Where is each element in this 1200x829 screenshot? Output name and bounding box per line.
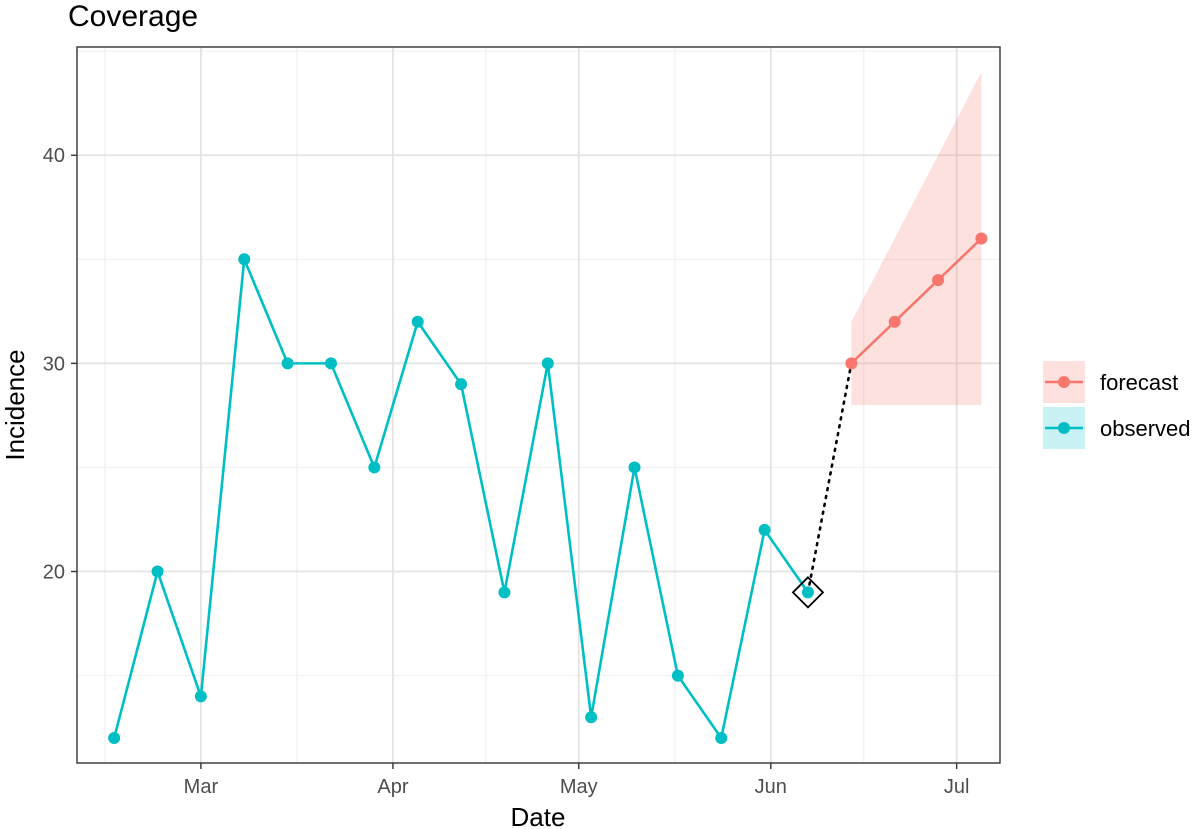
legend-label-observed: observed: [1100, 416, 1191, 441]
observed-point: [801, 586, 814, 599]
observed-point: [151, 565, 164, 578]
x-tick-label: Jul: [944, 776, 970, 798]
legend: forecast observed: [1043, 361, 1191, 449]
forecast-point: [932, 274, 945, 287]
legend-item-observed: observed: [1043, 407, 1191, 449]
plot-panel-border: [76, 46, 1001, 764]
series-points-layer: [108, 232, 988, 745]
observed-point: [455, 378, 468, 391]
observed-point: [238, 253, 251, 266]
minor-gridlines: [77, 47, 1000, 763]
x-tick-label: Mar: [184, 776, 219, 798]
legend-label-forecast: forecast: [1100, 370, 1178, 395]
forecast-connector-line: [806, 362, 853, 594]
legend-point-observed: [1058, 422, 1070, 434]
chart-title: Coverage: [68, 0, 198, 33]
observed-point: [368, 461, 381, 474]
forecast-interval-ribbon: [851, 71, 982, 405]
observed-point: [715, 732, 728, 745]
y-axis: 20 30 40: [43, 145, 77, 584]
observed-point: [585, 711, 598, 724]
observed-point: [758, 523, 771, 536]
observed-point: [324, 357, 337, 370]
observed-point: [671, 669, 684, 682]
observed-point: [108, 732, 121, 745]
observed-point: [411, 315, 424, 328]
forecast-origin-diamond-marker: [791, 576, 825, 609]
observed-point: [498, 586, 511, 599]
forecast-point: [975, 232, 988, 245]
legend-item-forecast: forecast: [1043, 361, 1178, 403]
x-tick-label: Jun: [755, 776, 787, 798]
forecast-interval-layer: [851, 71, 982, 405]
observed-point: [628, 461, 641, 474]
observed-point: [281, 357, 294, 370]
x-axis-title: Date: [511, 802, 566, 829]
y-axis-title: Incidence: [0, 349, 30, 460]
legend-point-forecast: [1058, 376, 1070, 388]
observed-point: [194, 690, 207, 703]
forecast-point: [845, 357, 858, 370]
x-tick-label: Apr: [377, 776, 408, 798]
forecast-line: [850, 237, 983, 365]
y-tick-label: 40: [43, 145, 65, 167]
x-axis: Mar Apr May Jun Jul: [184, 763, 970, 798]
forecast-point: [888, 315, 901, 328]
y-tick-label: 30: [43, 353, 65, 375]
x-tick-label: May: [560, 776, 598, 798]
y-tick-label: 20: [43, 562, 65, 584]
observed-point: [541, 357, 554, 370]
